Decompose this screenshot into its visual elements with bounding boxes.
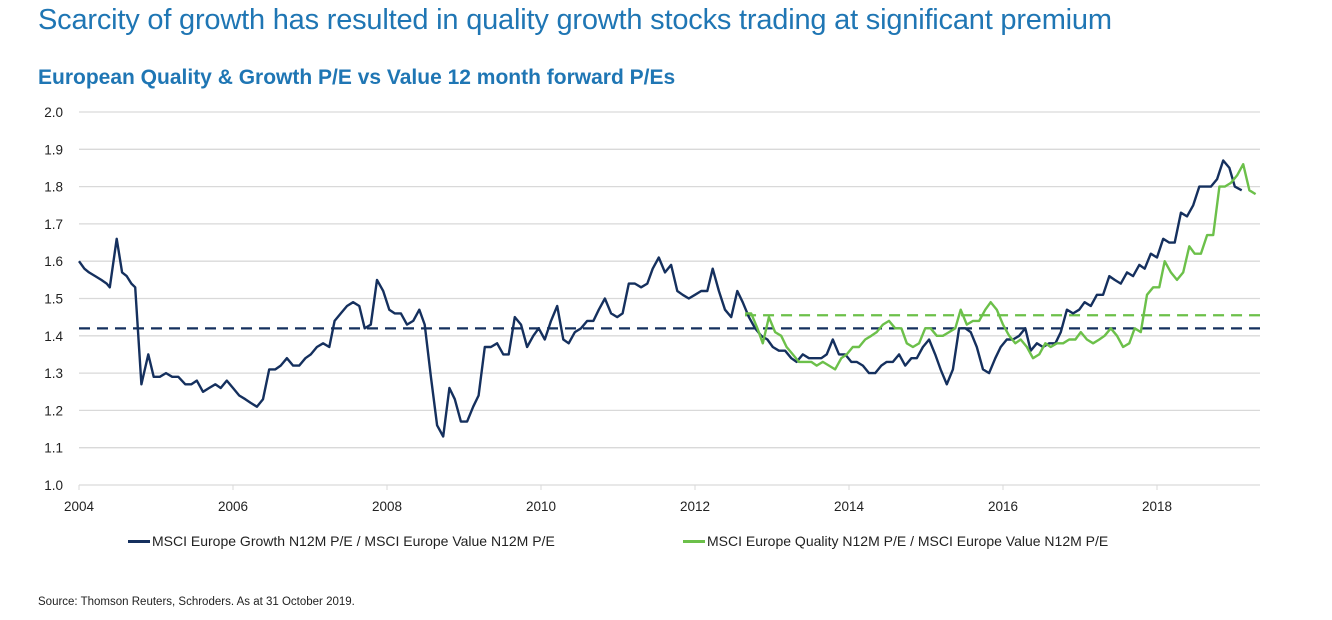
y-tick-label: 1.0 <box>44 478 63 493</box>
legend-label-growth: MSCI Europe Growth N12M P/E / MSCI Europ… <box>152 533 555 549</box>
y-tick-label: 1.9 <box>44 142 63 157</box>
x-tick-label: 2018 <box>1142 499 1172 514</box>
average-lines <box>79 314 1260 330</box>
legend-item-quality: MSCI Europe Quality N12M P/E / MSCI Euro… <box>683 533 1108 549</box>
x-tick-label: 2006 <box>218 499 248 514</box>
y-tick-label: 1.5 <box>44 292 63 307</box>
x-tick-label: 2008 <box>372 499 402 514</box>
series-line-quality <box>745 163 1257 371</box>
x-tick-label: 2016 <box>988 499 1018 514</box>
legend-item-growth: MSCI Europe Growth N12M P/E / MSCI Europ… <box>128 533 555 549</box>
x-axis-ticks: 2004 2006 2008 2010 2012 2014 2016 2018 <box>64 485 1172 514</box>
y-tick-label: 2.0 <box>44 105 63 120</box>
y-tick-label: 1.8 <box>44 180 63 195</box>
series-lines <box>78 159 1257 438</box>
gridlines <box>79 111 1260 486</box>
y-tick-label: 1.4 <box>44 329 63 344</box>
y-tick-label: 1.6 <box>44 254 63 269</box>
y-tick-label: 1.3 <box>44 366 63 381</box>
chart-title: European Quality & Growth P/E vs Value 1… <box>38 66 676 89</box>
y-tick-label: 1.1 <box>44 441 63 456</box>
legend-swatch-quality <box>683 539 705 543</box>
y-tick-label: 1.7 <box>44 217 63 232</box>
x-tick-label: 2012 <box>680 499 710 514</box>
x-tick-label: 2010 <box>526 499 556 514</box>
x-tick-label: 2014 <box>834 499 865 514</box>
legend-swatch-growth <box>128 539 150 543</box>
x-tick-label: 2004 <box>64 499 95 514</box>
y-tick-label: 1.2 <box>44 403 63 418</box>
source-note: Source: Thomson Reuters, Schroders. As a… <box>38 596 355 608</box>
legend-label-quality: MSCI Europe Quality N12M P/E / MSCI Euro… <box>707 533 1109 549</box>
page-title: Scarcity of growth has resulted in quali… <box>38 4 1112 36</box>
y-axis-ticks: 1.0 1.1 1.2 1.3 1.4 1.5 1.6 1.7 1.8 1.9 2.0 <box>44 105 63 493</box>
